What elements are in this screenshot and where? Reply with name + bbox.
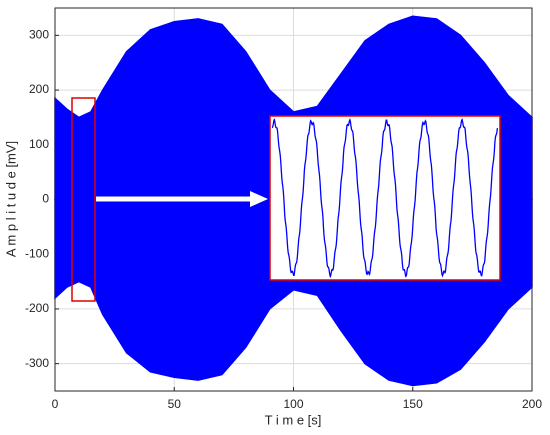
y-tick-label: -100 <box>25 246 49 260</box>
highlight-box <box>71 97 96 302</box>
x-tick-label: 150 <box>403 397 423 411</box>
y-tick-label: 0 <box>42 192 49 206</box>
x-tick-label: 100 <box>283 397 303 411</box>
y-tick-label: 200 <box>29 82 49 96</box>
x-tick-label: 200 <box>522 397 542 411</box>
y-tick-label: 300 <box>29 28 49 42</box>
plot-frame <box>54 7 533 392</box>
inset-waveform <box>271 117 499 279</box>
x-tick-label: 50 <box>168 397 182 411</box>
y-tick-label: -200 <box>25 301 49 315</box>
y-tick-label: 100 <box>29 137 49 151</box>
x-tick-label: 0 <box>52 397 59 411</box>
inset-frame <box>269 115 501 281</box>
x-axis-label: T i m e [s] <box>265 412 322 427</box>
y-tick-label: -300 <box>25 356 49 370</box>
y-axis-label: A m p l i t u d e [mV] <box>3 141 18 257</box>
zoom-arrow-head <box>250 191 268 207</box>
inset-box <box>270 116 500 280</box>
